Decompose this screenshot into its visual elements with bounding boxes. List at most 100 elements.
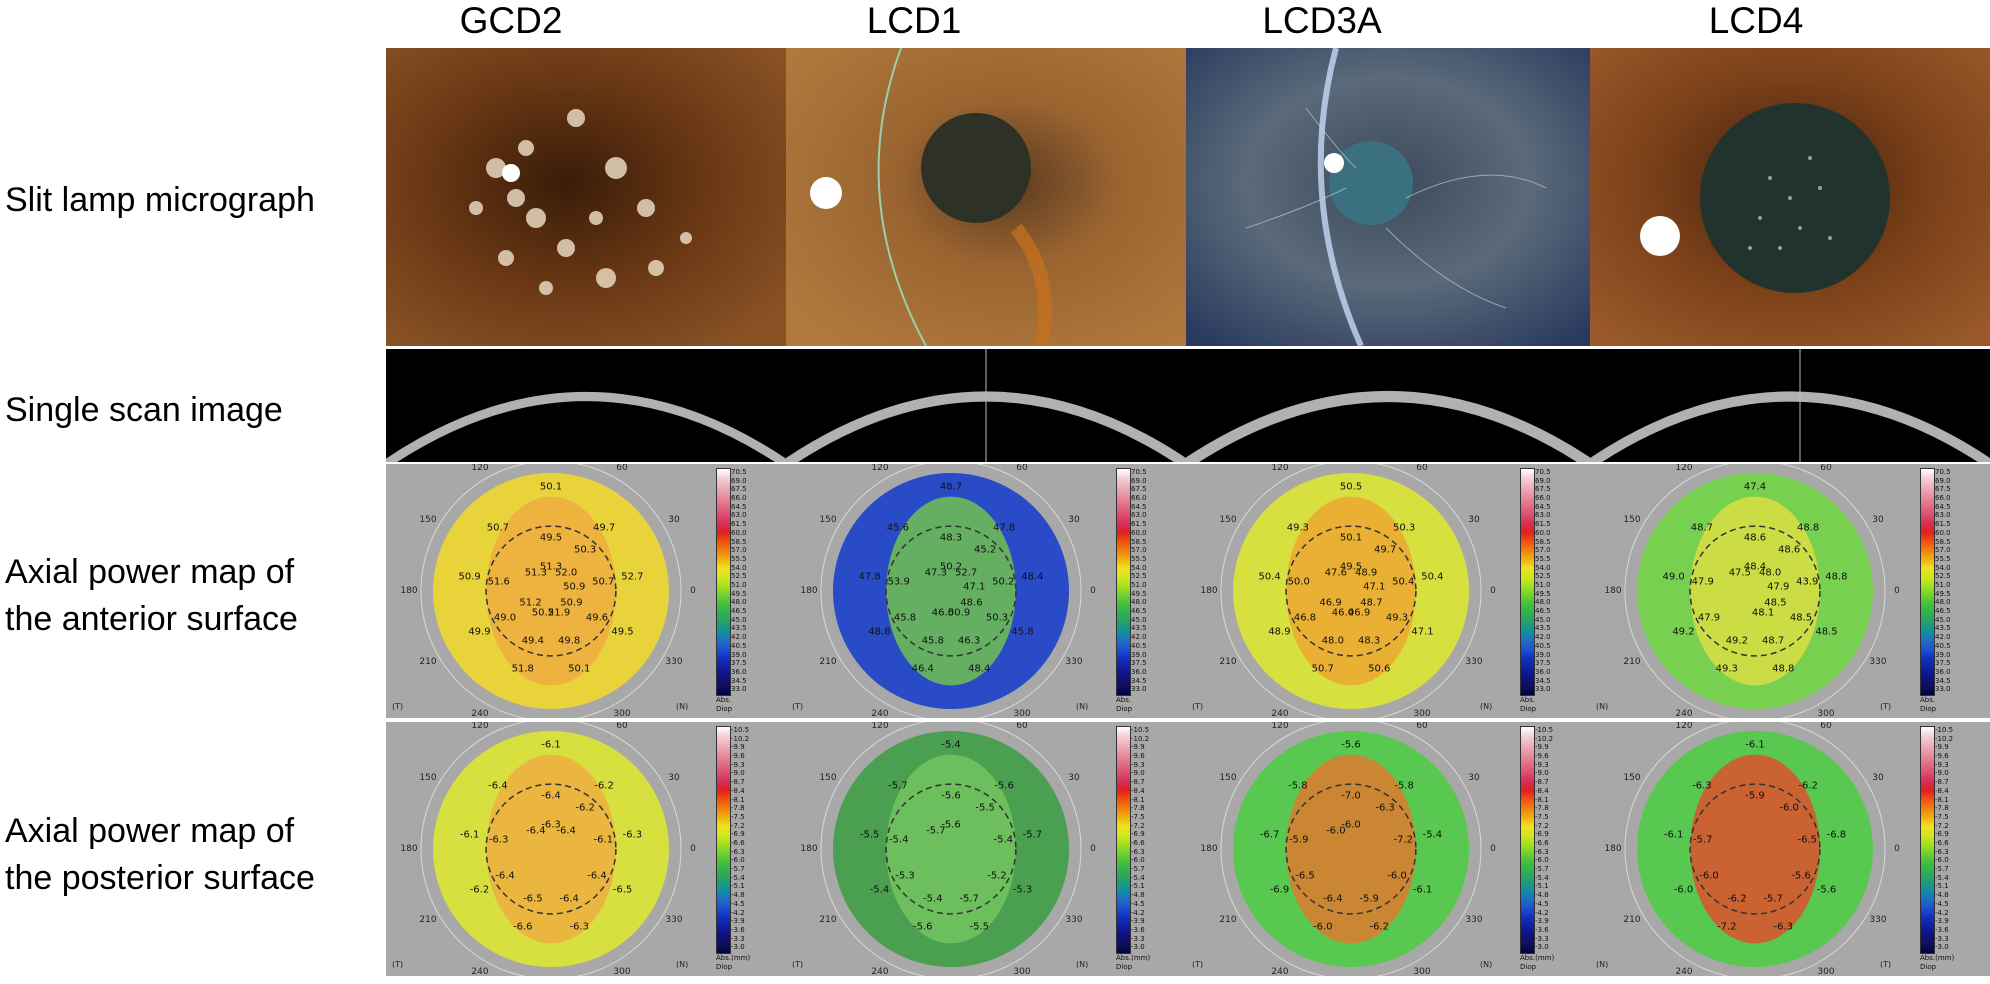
color-scale-unit: Abs. [1920,696,1936,704]
posterior-map-value: -5.5 [859,829,880,841]
color-scale-tick: 34.5 [1131,676,1147,685]
anterior-map-value: 48.4 [1021,571,1044,583]
color-scale-tick: 48.0 [1935,598,1951,607]
color-scale-tick: 37.5 [731,659,747,668]
color-scale-tick: -9.9 [731,743,745,752]
anterior-map-value: 50.4 [1258,571,1281,583]
color-scale-tick: 61.5 [1935,520,1951,529]
anterior-map-value: 48.8 [868,626,891,638]
posterior-map-lcd4: 9060300330300270240210180150120(N)(T)-6.… [1590,722,1990,976]
posterior-map-value: -6.2 [594,780,614,792]
color-scale-tick: 63.0 [1535,511,1551,520]
side-marker-right: (N) [1480,960,1493,969]
anterior-map-value: 50.7 [592,576,615,588]
color-scale: 70.5 69.0 67.5 66.0 64.5 63.0 61.5 60.0 58.5 57.0… [716,468,776,714]
color-scale-tick: -9.3 [1535,760,1549,769]
color-scale-tick: -4.2 [731,908,745,917]
angle-label: 30 [1468,773,1480,783]
angle-label: 60 [1016,722,1028,732]
color-scale-tick: 42.0 [731,633,747,642]
anterior-map-value: 48.0 [1759,567,1782,579]
posterior-map-lcd3a: 9060300330300270240210180150120(T)(N)-5.… [1186,722,1590,976]
color-scale-tick: -9.3 [1131,760,1145,769]
color-scale-tick: 51.0 [1935,581,1951,589]
angle-label: 330 [665,657,683,667]
anterior-map-value: 48.7 [1360,597,1383,609]
anterior-map-value: 49.8 [558,635,581,647]
posterior-map-value: -6.4 [495,870,515,882]
color-scale-tick: -3.6 [1131,925,1145,934]
anterior-map-value: 45.8 [1011,626,1034,638]
posterior-map-value: -6.4 [559,893,579,905]
color-scale-tick: -3.6 [1535,925,1549,934]
color-scale-tick: 55.5 [1535,554,1551,563]
color-scale-unit: Abs.(mm) [1116,954,1151,962]
angle-label: 60 [1416,464,1428,474]
color-scale-tick: 60.0 [1935,528,1951,537]
anterior-map-value: 50.5 [1339,481,1363,493]
column-header-gcd2: GCD2 [459,0,563,41]
posterior-map-value: -6.9 [1269,884,1290,896]
anterior-map-value: 48.1 [1751,607,1775,619]
angle-label: 240 [1675,966,1693,976]
posterior-map-value: -5.3 [1012,884,1033,896]
angle-label: 240 [1271,708,1289,718]
anterior-map-value: 52.7 [621,571,644,583]
posterior-map-value: -5.7 [926,825,946,837]
angle-label: 240 [471,966,489,976]
anterior-map-value: 46.3 [958,635,981,647]
color-scale-tick: -8.4 [1535,786,1549,795]
color-scale-tick: 66.0 [1935,494,1951,503]
posterior-map-value: -5.7 [959,893,979,905]
anterior-map-value: 46.9 [1319,597,1342,609]
color-scale-tick: 70.5 [1131,468,1147,476]
anterior-map-value: 50.4 [1421,571,1444,583]
color-scale-tick: 70.5 [1535,468,1551,476]
angle-label: 300 [1413,708,1431,718]
posterior-map-value: -5.9 [1359,893,1379,905]
anterior-map-value: 49.3 [1715,663,1738,675]
anterior-map-value: 47.1 [1363,581,1386,593]
anterior-map-value: 52.7 [955,567,978,579]
color-scale-tick: -10.5 [1535,726,1554,734]
anterior-map-value: 47.9 [1697,612,1721,624]
posterior-map-value: -6.4 [556,825,576,837]
angle-label: 180 [400,844,418,854]
angle-label: 240 [471,708,489,718]
posterior-map-value: -5.4 [1422,829,1443,841]
color-scale-tick: 40.5 [731,641,747,650]
posterior-map-value: -6.3 [622,829,643,841]
anterior-map-value: 49.2 [1725,635,1748,647]
anterior-map-value: 47.6 [1324,567,1347,579]
posterior-map-value: -6.2 [1798,780,1818,792]
posterior-map-value: -6.1 [459,829,480,841]
color-scale-tick: 54.0 [1935,563,1951,572]
color-scale-tick: 52.5 [1131,572,1147,581]
angle-label: 60 [1416,722,1428,732]
posterior-map-value: -5.4 [941,739,961,751]
color-scale-tick: -6.0 [731,856,745,865]
color-scale-unit: Abs.(mm) [1920,954,1955,962]
angle-label: 240 [1271,966,1289,976]
side-marker-left: (T) [1192,960,1204,969]
color-scale-tick: -5.7 [1935,865,1949,874]
anterior-map-value: 53.9 [887,576,910,588]
anterior-map-value: 45.6 [886,522,910,534]
color-scale-tick: -6.6 [1131,839,1145,847]
color-scale-tick: 42.0 [1535,633,1551,642]
angle-label: 120 [471,722,489,732]
angle-label: 150 [1623,773,1641,783]
anterior-map-value: 48.7 [939,481,963,493]
color-scale-tick: -8.1 [1935,795,1949,804]
color-scale-tick: 52.5 [731,572,747,581]
color-scale-tick: -3.3 [1535,934,1549,943]
angle-label: 330 [1465,657,1483,667]
color-scale-tick: -5.1 [1935,882,1949,891]
posterior-map-lcd1: 9060300330300270240210180150120(T)(N)-5.… [786,722,1186,976]
color-scale-tick: 39.0 [1935,650,1951,659]
posterior-map-value: -6.6 [512,921,533,933]
angle-label: 180 [1200,844,1218,854]
side-marker-right: (N) [676,960,689,969]
anterior-map-value: 49.3 [1286,522,1310,534]
anterior-map-value: 52.0 [555,567,578,579]
